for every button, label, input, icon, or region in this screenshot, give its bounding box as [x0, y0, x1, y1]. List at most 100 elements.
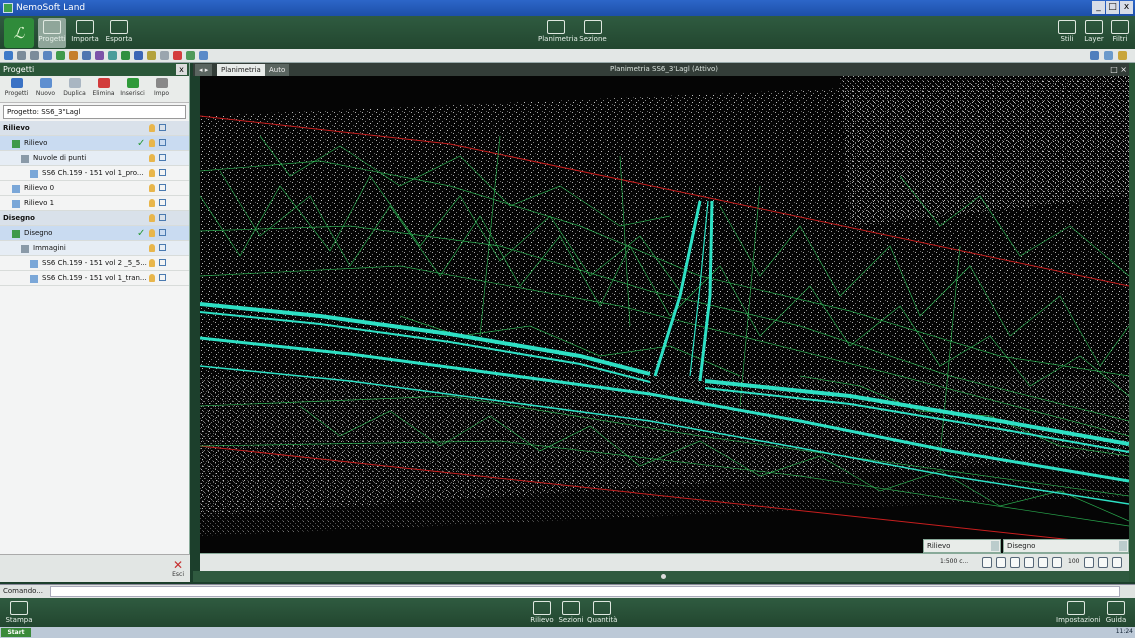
- tool-inserisci[interactable]: Inserisci: [118, 76, 147, 102]
- check-icon[interactable]: ✓: [137, 228, 146, 239]
- tree-row-group[interactable]: Nuvole di punti: [0, 151, 189, 166]
- zoom-out-icon[interactable]: [1024, 557, 1034, 568]
- panel-close-button[interactable]: x: [176, 64, 187, 75]
- edit-layer-icon[interactable]: [159, 154, 166, 161]
- survey-layer-select[interactable]: Rilievo: [923, 539, 1001, 553]
- edit-layer-icon[interactable]: [159, 124, 166, 131]
- edit-layer-icon[interactable]: [159, 199, 166, 206]
- rilievo-button[interactable]: Rilievo: [530, 599, 554, 629]
- sezioni-button[interactable]: Sezioni: [558, 599, 584, 629]
- visibility-bulb-icon[interactable]: [149, 154, 155, 162]
- edit-layer-icon[interactable]: [159, 259, 166, 266]
- visibility-bulb-icon[interactable]: [149, 139, 155, 147]
- edit-layer-icon[interactable]: [159, 274, 166, 281]
- select-icon[interactable]: [43, 51, 52, 60]
- command-input[interactable]: [50, 586, 1120, 597]
- zoom-previous-icon[interactable]: [1052, 557, 1062, 568]
- measure-icon[interactable]: [147, 51, 156, 60]
- esporta-button[interactable]: Esporta: [104, 18, 134, 48]
- visibility-bulb-icon[interactable]: [149, 214, 155, 222]
- progetti-button[interactable]: Progetti: [38, 18, 66, 48]
- scroll-thumb[interactable]: [661, 574, 666, 579]
- pen-icon[interactable]: [173, 51, 182, 60]
- line-icon[interactable]: [69, 51, 78, 60]
- tree-row-section[interactable]: Rilievo: [0, 121, 189, 136]
- snap-icon[interactable]: [199, 51, 208, 60]
- quantita-button[interactable]: Quantità: [587, 599, 617, 629]
- tool-elimina[interactable]: Elimina: [89, 76, 118, 102]
- visibility-bulb-icon[interactable]: [149, 259, 155, 267]
- settings-icon[interactable]: [1112, 557, 1122, 568]
- zoom-in-icon[interactable]: [1010, 557, 1020, 568]
- text-icon[interactable]: [108, 51, 117, 60]
- visibility-bulb-icon[interactable]: [149, 184, 155, 192]
- importa-button[interactable]: Importa: [70, 18, 100, 48]
- arc-icon[interactable]: [95, 51, 104, 60]
- tree-row-item[interactable]: SS6 Ch.159 - 151 vol 1_tran...: [0, 271, 189, 286]
- tool-impo[interactable]: Impo: [147, 76, 176, 102]
- visibility-bulb-icon[interactable]: [149, 229, 155, 237]
- filtri-button[interactable]: Filtri: [1108, 18, 1132, 48]
- exit-button[interactable]: ✕ Esci: [172, 559, 184, 578]
- planimetria-button[interactable]: Planimetria: [538, 18, 578, 48]
- menu-icon[interactable]: [1118, 51, 1127, 60]
- start-button[interactable]: Start: [1, 628, 31, 637]
- edit-layer-icon[interactable]: [159, 169, 166, 176]
- guida-button[interactable]: Guida: [1102, 599, 1130, 629]
- tree-row-section[interactable]: Disegno: [0, 211, 189, 226]
- close-window-button[interactable]: x: [1120, 1, 1133, 14]
- tree-row-item[interactable]: Rilievo 0: [0, 181, 189, 196]
- check-icon[interactable]: ✓: [137, 138, 146, 149]
- polyline-icon[interactable]: [82, 51, 91, 60]
- edit-layer-icon[interactable]: [159, 139, 166, 146]
- tool-nuovo[interactable]: Nuovo: [31, 76, 60, 102]
- tab-scroll-buttons[interactable]: ◂ ▸: [195, 64, 213, 76]
- save-icon[interactable]: [4, 51, 13, 60]
- tree-row-layer[interactable]: Rilievo ✓: [0, 136, 189, 151]
- visibility-bulb-icon[interactable]: [149, 169, 155, 177]
- redo-icon[interactable]: [30, 51, 39, 60]
- grid-toggle-icon[interactable]: [1098, 557, 1108, 568]
- edit-layer-icon[interactable]: [159, 229, 166, 236]
- zoom-window-icon[interactable]: [996, 557, 1006, 568]
- visibility-bulb-icon[interactable]: [149, 124, 155, 132]
- tool-progetti[interactable]: Progetti: [2, 76, 31, 102]
- window-icon[interactable]: [1090, 51, 1099, 60]
- edit-layer-icon[interactable]: [159, 244, 166, 251]
- view-window-controls[interactable]: □ ×: [1110, 65, 1127, 74]
- tool-duplica[interactable]: Duplica: [60, 76, 89, 102]
- undo-icon[interactable]: [17, 51, 26, 60]
- tree-row-item[interactable]: SS6 Ch.159 - 151 vol 2 _5_5...: [0, 256, 189, 271]
- edit-icon[interactable]: [1104, 51, 1113, 60]
- pan-icon[interactable]: [982, 557, 992, 568]
- cad-viewport[interactable]: [200, 76, 1129, 553]
- sezione-button[interactable]: Sezione: [578, 18, 608, 48]
- tin-icon[interactable]: [121, 51, 130, 60]
- stampa-button[interactable]: Stampa: [4, 599, 34, 629]
- edit-layer-icon[interactable]: [159, 184, 166, 191]
- tree-row-item[interactable]: Rilievo 1: [0, 196, 189, 211]
- minimize-button[interactable]: _: [1092, 1, 1105, 14]
- tree-row-item[interactable]: SS6 Ch.159 - 151 vol 1_pro...: [0, 166, 189, 181]
- app-logo[interactable]: ℒ: [4, 18, 34, 48]
- layer-button[interactable]: Layer: [1082, 18, 1106, 48]
- grid-icon[interactable]: [186, 51, 195, 60]
- tree-row-layer[interactable]: Disegno ✓: [0, 226, 189, 241]
- plan-drawing[interactable]: [200, 76, 1129, 553]
- maximize-button[interactable]: □: [1106, 1, 1119, 14]
- drawing-layer-select[interactable]: Disegno: [1003, 539, 1129, 553]
- zoom-extents-icon[interactable]: [1038, 557, 1048, 568]
- point-icon[interactable]: [56, 51, 65, 60]
- horizontal-scrollbar[interactable]: [193, 571, 1129, 582]
- impostazioni-button[interactable]: Impostazioni: [1056, 599, 1101, 629]
- tab-auto[interactable]: Auto: [265, 64, 290, 76]
- visibility-bulb-icon[interactable]: [149, 244, 155, 252]
- visibility-bulb-icon[interactable]: [149, 199, 155, 207]
- visibility-bulb-icon[interactable]: [149, 274, 155, 282]
- stili-button[interactable]: Stili: [1055, 18, 1079, 48]
- tab-planimetria[interactable]: Planimetria: [217, 64, 265, 76]
- pointer-icon[interactable]: [160, 51, 169, 60]
- edit-layer-icon[interactable]: [159, 214, 166, 221]
- project-name-field[interactable]: Progetto: SS6_3"Lagl: [3, 105, 186, 119]
- tree-row-group[interactable]: Immagini: [0, 241, 189, 256]
